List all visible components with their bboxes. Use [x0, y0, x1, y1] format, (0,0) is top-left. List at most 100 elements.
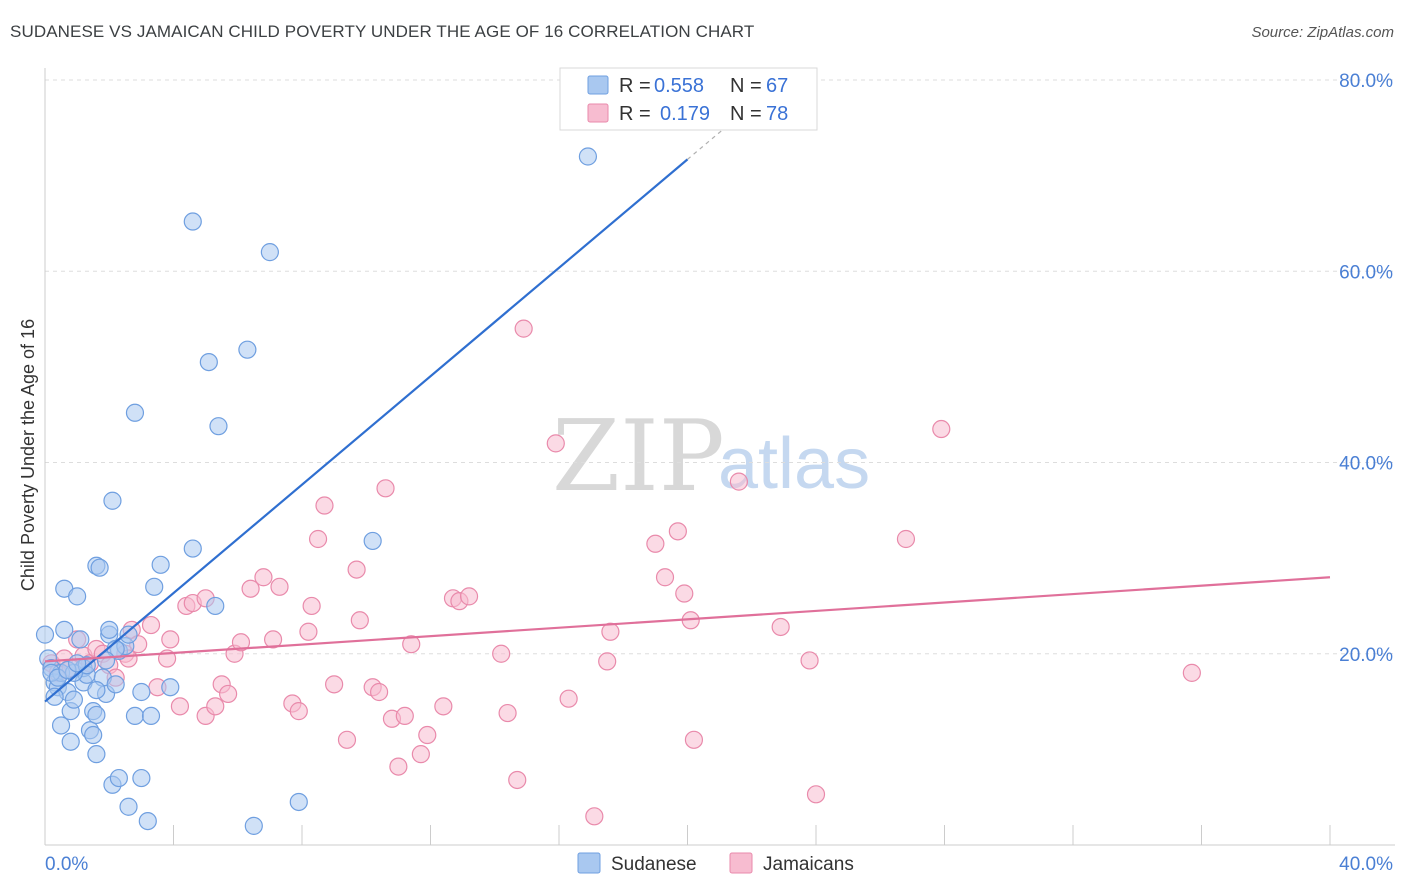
x-tick-label-max: 40.0%	[1339, 854, 1393, 875]
legend-swatch-jamaicans	[587, 103, 609, 123]
sudanese-point	[68, 587, 87, 606]
sudanese-point	[244, 816, 263, 835]
jamaicans-point	[350, 611, 369, 630]
sudanese-point	[45, 687, 64, 706]
sudanese-point	[106, 675, 125, 694]
sudanese-point	[183, 539, 202, 558]
chart-title: SUDANESE VS JAMAICAN CHILD POVERTY UNDER…	[10, 22, 755, 41]
jamaicans-point	[263, 630, 283, 649]
sudanese-point	[363, 531, 382, 551]
sudanese-point	[141, 706, 161, 726]
sudanese-point	[119, 625, 138, 644]
jamaicans-point	[668, 522, 687, 541]
sudanese-point	[55, 620, 74, 639]
sudanese-point	[87, 745, 106, 764]
legend-n-value-jamaicans: 78	[766, 103, 788, 125]
x-tick-labels: 0.0% 40.0%	[45, 854, 1393, 875]
jamaicans-point	[254, 568, 273, 587]
legend-r-value-sudanese: 0.558	[654, 75, 704, 97]
jamaicans-point	[299, 622, 318, 641]
sudanese-point	[238, 340, 257, 359]
jamaicans-point	[434, 697, 453, 716]
top-legend: R = 0.558 N = 67 R = 0.179 N = 78	[559, 67, 818, 131]
jamaicans-point	[325, 675, 344, 694]
sudanese-point	[119, 797, 138, 816]
jamaicans-point	[170, 697, 190, 716]
jamaicans-point	[585, 807, 604, 826]
jamaicans-point	[601, 622, 620, 641]
jamaicans-point	[308, 529, 328, 549]
jamaicans-point	[347, 560, 366, 579]
jamaicans-point	[206, 697, 225, 716]
jamaicans-point	[508, 770, 527, 790]
legend-r-label-sudanese: R =	[619, 75, 651, 97]
sudanese-point	[125, 706, 145, 726]
jamaicans-point	[559, 689, 578, 708]
jamaicans-point	[492, 644, 511, 663]
sudanese-point	[145, 577, 164, 596]
sudanese-point	[100, 620, 119, 639]
sudanese-point	[161, 678, 180, 697]
jamaicans-point	[241, 579, 260, 598]
watermark-atlas: atlas	[718, 424, 870, 504]
jamaicans-point	[646, 534, 665, 553]
y-tick-labels: 20.0% 40.0% 60.0% 80.0%	[1339, 71, 1393, 666]
sudanese-point	[138, 811, 157, 831]
jamaicans-point	[219, 684, 238, 704]
sudanese-point	[103, 491, 122, 510]
sudanese-point	[183, 212, 202, 231]
series-sudanese	[35, 147, 598, 835]
jamaicans-point	[395, 706, 414, 726]
sudanese-point	[35, 625, 55, 644]
legend-r-label-jamaicans: R =	[619, 103, 651, 125]
sudanese-point	[84, 725, 103, 745]
jamaicans-point	[896, 529, 916, 549]
series-jamaicans	[42, 319, 1201, 826]
sudanese-point	[209, 417, 228, 436]
jamaicans-point	[675, 584, 694, 603]
sudanese-point	[61, 732, 80, 751]
jamaicans-point	[729, 472, 749, 491]
jamaicans-point	[270, 577, 289, 596]
jamaicans-point	[141, 615, 161, 635]
jamaicans-point	[514, 319, 533, 338]
y-tick-label: 80.0%	[1339, 71, 1393, 92]
gridlines	[45, 79, 1395, 655]
jamaicans-point	[932, 419, 951, 439]
x-tick-label-min: 0.0%	[45, 854, 88, 875]
sudanese-point	[87, 705, 106, 725]
chart-source: Source: ZipAtlas.com	[1251, 24, 1394, 41]
jamaicans-point	[411, 745, 430, 764]
jamaicans-point	[315, 496, 334, 515]
watermark-zip: ZIP	[552, 400, 725, 514]
jamaicans-point	[598, 652, 617, 671]
sudanese-point	[151, 555, 170, 574]
sudanese-point	[90, 558, 109, 577]
jamaicans-point	[302, 596, 321, 616]
jamaicans-point	[498, 703, 517, 723]
sudanese-point	[260, 243, 279, 262]
sudanese-point	[199, 352, 218, 372]
axes	[44, 68, 1395, 846]
jamaicans-point	[289, 702, 308, 721]
bottom-legend-swatch-jamaicans	[729, 852, 753, 874]
sudanese-point	[71, 630, 90, 649]
bottom-legend-label-jamaicans: Jamaicans	[763, 854, 854, 875]
bottom-legend: Sudanese Jamaicans	[577, 852, 854, 875]
jamaicans-point	[231, 633, 251, 652]
legend-n-label-sudanese: N =	[730, 75, 762, 97]
y-axis-label: Child Poverty Under the Age of 16	[18, 319, 38, 591]
bottom-legend-swatch-sudanese	[577, 852, 601, 874]
sudanese-point	[289, 792, 308, 812]
legend-swatch-sudanese	[587, 75, 609, 95]
jamaicans-point	[370, 682, 389, 702]
legend-n-value-sudanese: 67	[766, 75, 788, 97]
jamaicans-point	[546, 434, 565, 453]
jamaicans-point	[684, 730, 704, 749]
sudanese-point	[206, 596, 225, 616]
y-tick-label: 60.0%	[1339, 262, 1393, 283]
sudanese-point	[132, 682, 151, 702]
sudanese-point	[87, 680, 106, 700]
jamaicans-point	[655, 568, 675, 587]
